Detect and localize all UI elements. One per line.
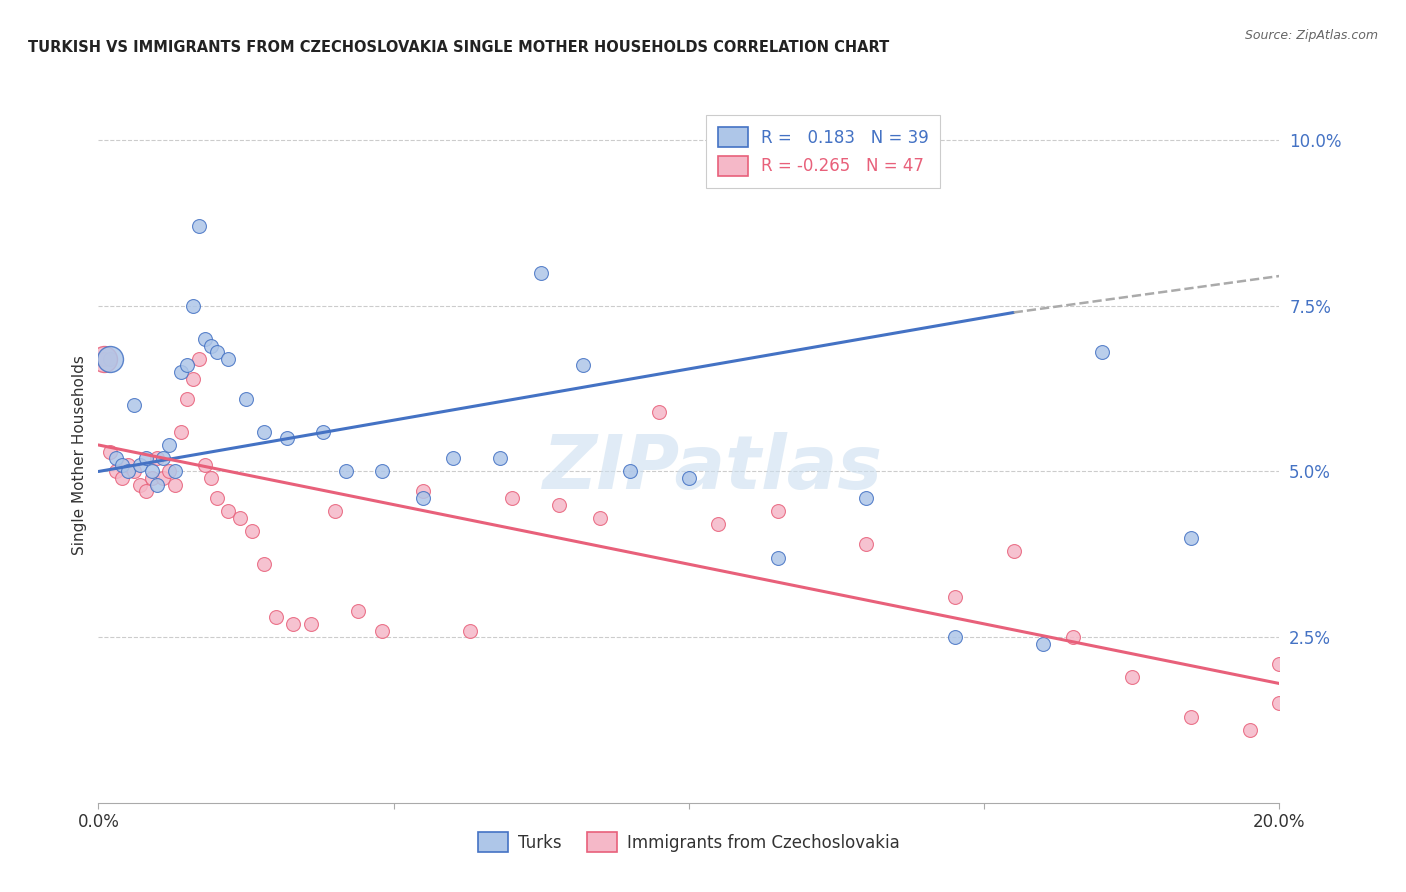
Point [157, 465, 180, 479]
Point [648, 405, 671, 419]
Point [98, 351, 121, 366]
Point [678, 471, 700, 485]
Point [181, 372, 204, 386]
Point [335, 465, 357, 479]
Point [98, 351, 121, 366]
Point [766, 504, 789, 518]
Point [111, 458, 134, 472]
Point [548, 498, 571, 512]
Point [146, 477, 169, 491]
Point [571, 359, 593, 373]
Point [105, 451, 128, 466]
Point [619, 465, 641, 479]
Point [141, 471, 163, 485]
Point [194, 332, 217, 346]
Point [105, 465, 128, 479]
Point [1121, 670, 1143, 684]
Point [187, 351, 209, 366]
Point [122, 398, 145, 412]
Point [1091, 345, 1114, 359]
Point [1032, 637, 1054, 651]
Point [111, 471, 134, 485]
Point [1268, 657, 1291, 671]
Point [187, 219, 209, 234]
Point [489, 451, 512, 466]
Point [128, 477, 150, 491]
Point [135, 484, 157, 499]
Point [200, 471, 222, 485]
Point [276, 431, 298, 445]
Point [194, 458, 217, 472]
Point [93, 351, 115, 366]
Point [412, 491, 434, 505]
Point [371, 465, 394, 479]
Point [128, 458, 150, 472]
Point [347, 604, 370, 618]
Point [283, 616, 305, 631]
Point [157, 438, 180, 452]
Point [152, 451, 174, 466]
Point [501, 491, 523, 505]
Point [1002, 544, 1025, 558]
Point [412, 484, 434, 499]
Text: TURKISH VS IMMIGRANTS FROM CZECHOSLOVAKIA SINGLE MOTHER HOUSEHOLDS CORRELATION C: TURKISH VS IMMIGRANTS FROM CZECHOSLOVAKI… [28, 40, 890, 55]
Point [253, 425, 276, 439]
Point [855, 537, 877, 551]
Point [176, 392, 198, 406]
Point [117, 458, 139, 472]
Text: Source: ZipAtlas.com: Source: ZipAtlas.com [1244, 29, 1378, 42]
Text: ZIPatlas: ZIPatlas [543, 433, 883, 506]
Point [589, 511, 612, 525]
Point [1239, 723, 1261, 737]
Legend: Turks, Immigrants from Czechoslovakia: Turks, Immigrants from Czechoslovakia [470, 823, 908, 861]
Point [323, 504, 346, 518]
Point [122, 465, 145, 479]
Point [1062, 630, 1084, 644]
Point [371, 624, 394, 638]
Point [312, 425, 335, 439]
Point [170, 425, 193, 439]
Point [1268, 697, 1291, 711]
Point [176, 359, 198, 373]
Point [943, 630, 966, 644]
Point [441, 451, 464, 466]
Point [205, 491, 228, 505]
Point [170, 365, 193, 379]
Point [943, 591, 966, 605]
Point [264, 610, 287, 624]
Point [460, 624, 482, 638]
Point [855, 491, 877, 505]
Point [181, 299, 204, 313]
Point [229, 511, 252, 525]
Y-axis label: Single Mother Households: Single Mother Households [72, 355, 87, 555]
Point [135, 451, 157, 466]
Point [98, 444, 121, 458]
Point [141, 465, 163, 479]
Point [235, 392, 257, 406]
Point [152, 471, 174, 485]
Point [205, 345, 228, 359]
Point [1180, 709, 1202, 723]
Point [299, 616, 322, 631]
Point [240, 524, 263, 538]
Point [200, 338, 222, 352]
Point [707, 517, 730, 532]
Point [117, 465, 139, 479]
Point [146, 451, 169, 466]
Point [766, 550, 789, 565]
Point [217, 504, 239, 518]
Point [1180, 531, 1202, 545]
Point [165, 477, 187, 491]
Point [165, 465, 187, 479]
Point [217, 351, 239, 366]
Point [530, 266, 553, 280]
Point [253, 558, 276, 572]
Point [93, 351, 115, 366]
